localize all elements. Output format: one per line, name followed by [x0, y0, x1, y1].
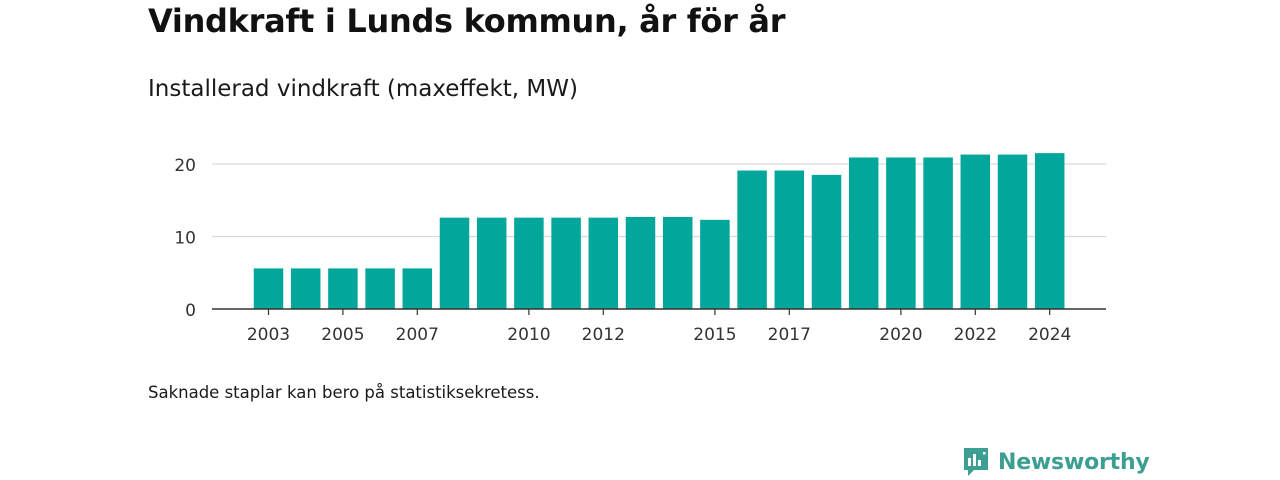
- bar-2009: [476, 217, 507, 309]
- x-tick-label: 2015: [693, 325, 736, 345]
- y-tick-label: 0: [185, 301, 196, 321]
- x-tick-label: 2017: [768, 325, 811, 345]
- bar-2017: [774, 170, 805, 309]
- bar-2018: [811, 174, 842, 309]
- gridlines: [212, 163, 1106, 238]
- bars: [253, 153, 1065, 309]
- x-tick-label: 2010: [507, 325, 550, 345]
- bar-2023: [997, 154, 1028, 309]
- bar-2022: [960, 154, 991, 309]
- bar-2006: [365, 268, 395, 309]
- chart-title: Vindkraft i Lunds kommun, år för år: [148, 2, 786, 40]
- bar-2007: [402, 268, 433, 309]
- bar-2011: [551, 217, 581, 309]
- bar-2013: [625, 216, 656, 309]
- bar-2010: [514, 217, 544, 309]
- x-tick-label: 2024: [1028, 325, 1071, 345]
- y-axis-ticks: 0 10 20: [174, 156, 196, 321]
- x-tick-label: 2012: [582, 325, 625, 345]
- bar-2016: [737, 170, 767, 309]
- footnote: Saknade staplar kan bero på statistiksek…: [148, 383, 540, 402]
- brand-name: Newsworthy: [998, 449, 1150, 475]
- newsworthy-logo-icon: [964, 448, 988, 476]
- x-tick-label: 2020: [879, 325, 922, 345]
- bar-2003: [253, 268, 284, 309]
- bar-2019: [848, 157, 879, 309]
- bar-2020: [886, 157, 916, 309]
- bar-2004: [290, 268, 321, 309]
- y-tick-label: 20: [174, 156, 196, 176]
- brand-logo[interactable]: Newsworthy: [962, 446, 1150, 478]
- x-axis-ticks: 2003 2005 2007 2010 2012 2015 2017 2020 2022 2024: [247, 309, 1071, 345]
- bar-2008: [439, 217, 470, 309]
- bar-2024: [1034, 153, 1065, 309]
- x-tick-label: 2007: [396, 325, 439, 345]
- bar-2014: [662, 216, 693, 309]
- x-tick-label: 2022: [954, 325, 997, 345]
- bar-2005: [328, 268, 358, 309]
- bar-2021: [923, 157, 953, 309]
- bar-2012: [588, 217, 619, 309]
- x-tick-label: 2005: [321, 325, 364, 345]
- x-tick-label: 2003: [247, 325, 290, 345]
- bar-2015: [700, 219, 730, 309]
- y-tick-label: 10: [174, 229, 196, 249]
- chart-subtitle: Installerad vindkraft (maxeffekt, MW): [148, 76, 578, 102]
